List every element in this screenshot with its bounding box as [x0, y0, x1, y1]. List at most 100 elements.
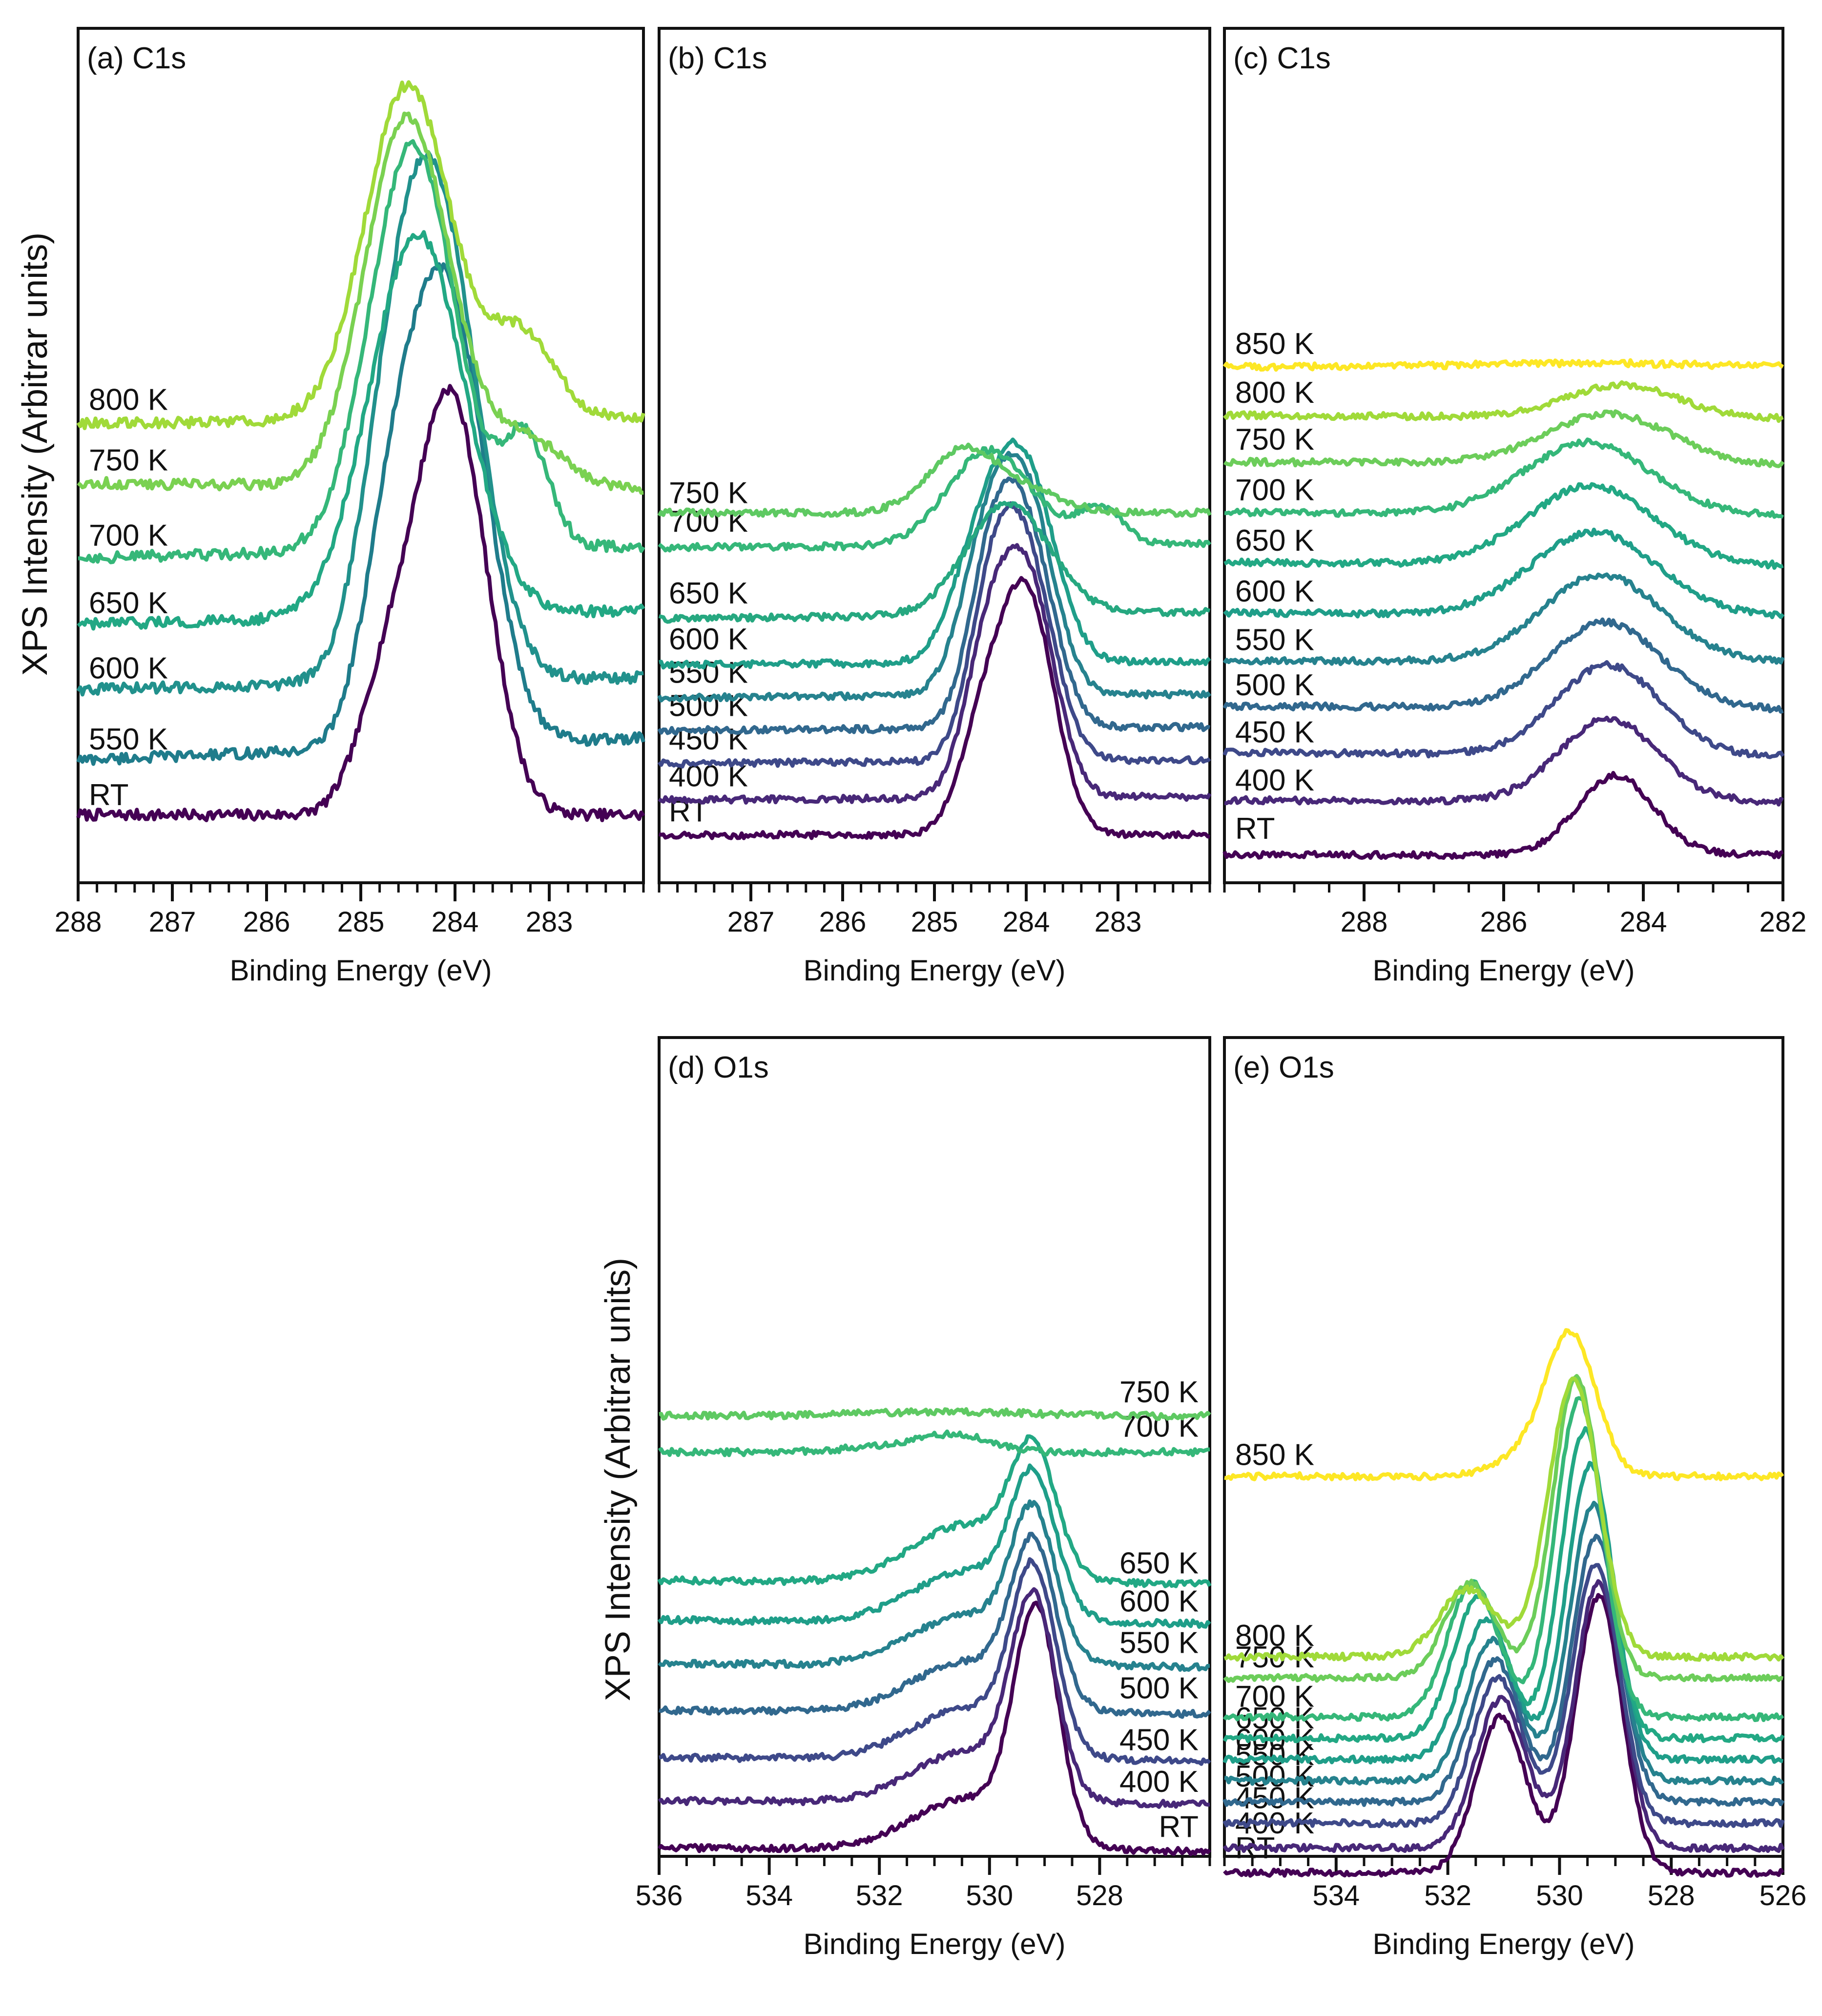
y-axis-title-top: XPS Intensity (Arbitrar units) [16, 232, 55, 676]
series-line-d-750k [659, 1407, 1211, 1421]
series-label-d: 650 K [1119, 1546, 1199, 1580]
series-label-e: 800 K [1235, 1619, 1314, 1653]
series-line-d-700k [658, 1429, 1210, 1457]
series-label-b: 650 K [669, 577, 748, 610]
series-line-b-600k [659, 437, 1211, 670]
x-tick-label: 283 [1095, 906, 1142, 938]
series-line-e-700k [1222, 1396, 1784, 1722]
series-line-d-400k [658, 1587, 1210, 1809]
series-line-c-rt [1222, 770, 1784, 860]
series-label-d: RT [1159, 1810, 1199, 1844]
series-line-b-rt [658, 576, 1210, 840]
panel-c-x-axis-title: Binding Energy (eV) [1373, 954, 1635, 987]
series-label-a: 550 K [89, 723, 168, 756]
series-line-e-850k [1224, 1328, 1784, 1481]
series-line-c-700k [1224, 437, 1784, 519]
x-tick-label: 532 [856, 1880, 903, 1912]
series-line-b-700k [658, 445, 1212, 553]
x-tick-label: 288 [55, 906, 102, 938]
series-label-b: 600 K [669, 623, 748, 656]
panel-d: (d) O1s 536 534 532 530 528 Binding Energy (eV… [636, 1036, 1212, 1960]
series-line-c-650k [1223, 482, 1784, 570]
x-tick-label: 285 [337, 906, 385, 938]
panels: (a) C1s 288 287 286 285 284 283 Binding Energy … [55, 27, 1807, 1960]
y-axis-title-bottom: XPS Intensity (Arbitrar units) [599, 1258, 638, 1701]
series-label-c: RT [1235, 812, 1275, 846]
series-line-c-850k [1222, 358, 1784, 372]
series-line-c-400k [1224, 715, 1784, 807]
series-label-c: 750 K [1235, 423, 1314, 457]
series-line-e-500k [1222, 1534, 1785, 1807]
panel-b: (b) C1s 287 286 285 284 283 Binding Energy (eV… [657, 27, 1212, 987]
panel-c: (c) C1s 288 286 284 282 Binding Energy (eV) RT… [1222, 27, 1807, 987]
x-tick-label: 536 [636, 1880, 683, 1912]
x-tick-label: 534 [1312, 1880, 1360, 1912]
series-label-e: 850 K [1235, 1438, 1314, 1472]
x-tick-label: 287 [727, 906, 775, 938]
series-line-e-450k [1222, 1563, 1785, 1829]
panel-a-title: (a) C1s [87, 42, 186, 75]
series-label-d: 500 K [1119, 1671, 1199, 1705]
x-tick-label: 528 [1076, 1880, 1123, 1912]
x-tick-label: 286 [1480, 906, 1528, 938]
series-line-d-rt [657, 1600, 1211, 1856]
series-line-b-450k [657, 501, 1211, 769]
x-tick-label: 287 [149, 906, 196, 938]
panel-d-x-axis-title: Binding Energy (eV) [804, 1928, 1066, 1960]
series-label-a: 700 K [89, 519, 168, 553]
series-label-d: 550 K [1119, 1626, 1199, 1660]
series-line-c-500k [1222, 617, 1784, 714]
panel-b-x-axis-title: Binding Energy (eV) [804, 954, 1066, 987]
x-tick-label: 286 [243, 906, 290, 938]
x-tick-label: 526 [1760, 1880, 1807, 1912]
series-line-c-750k [1223, 409, 1785, 468]
series-line-b-650k [658, 500, 1210, 624]
series-line-a-600k [76, 150, 644, 697]
panel-a: (a) C1s 288 287 286 285 284 283 Binding Energy … [55, 27, 645, 987]
series-line-d-650k [657, 1434, 1212, 1588]
series-line-d-450k [659, 1557, 1211, 1766]
x-tick-label: 284 [1003, 906, 1050, 938]
series-line-a-750k [77, 111, 644, 495]
x-tick-label: 286 [819, 906, 867, 938]
series-label-c: 800 K [1235, 376, 1314, 410]
panel-e: (e) O1s 534 532 530 528 526 Binding Energy (eV… [1222, 1036, 1807, 1960]
series-line-b-500k [657, 477, 1210, 736]
x-tick-label: 530 [966, 1880, 1013, 1912]
series-line-a-550k [76, 262, 645, 766]
series-line-a-rt [76, 384, 645, 822]
panel-e-x-axis-title: Binding Energy (eV) [1373, 1928, 1635, 1960]
panel-a-x-axis-title: Binding Energy (eV) [230, 954, 492, 987]
series-label-d: 450 K [1119, 1723, 1199, 1757]
series-label-c: 550 K [1235, 624, 1314, 657]
series-label-c: 650 K [1235, 524, 1314, 558]
panel-c-title: (c) C1s [1233, 42, 1331, 75]
series-label-c: 500 K [1235, 668, 1314, 702]
series-line-b-550k [657, 451, 1212, 703]
series-label-d: 750 K [1119, 1375, 1199, 1409]
series-label-a: RT [89, 778, 129, 812]
series-label-c: 850 K [1235, 327, 1314, 361]
panel-d-title: (d) O1s [668, 1051, 769, 1084]
x-tick-label: 285 [911, 906, 958, 938]
x-tick-label: 528 [1648, 1880, 1695, 1912]
series-label-a: 750 K [89, 443, 168, 477]
series-label-a: 600 K [89, 651, 168, 685]
x-tick-label: 288 [1341, 906, 1388, 938]
series-label-e: 700 K [1235, 1680, 1314, 1714]
series-label-b: 750 K [669, 476, 748, 510]
series-label-c: 400 K [1235, 764, 1314, 797]
series-line-a-650k [77, 230, 645, 631]
x-tick-label: 530 [1536, 1880, 1583, 1912]
series-label-c: 700 K [1235, 474, 1314, 507]
series-line-c-800k [1223, 380, 1784, 423]
panel-e-title: (e) O1s [1233, 1051, 1334, 1084]
series-line-e-750k [1223, 1374, 1783, 1683]
series-label-d: 600 K [1119, 1584, 1199, 1618]
x-tick-label: 284 [432, 906, 479, 938]
series-line-b-750k [657, 442, 1212, 518]
x-tick-label: 282 [1760, 906, 1807, 938]
x-tick-label: 283 [526, 906, 573, 938]
series-line-d-550k [658, 1499, 1210, 1672]
